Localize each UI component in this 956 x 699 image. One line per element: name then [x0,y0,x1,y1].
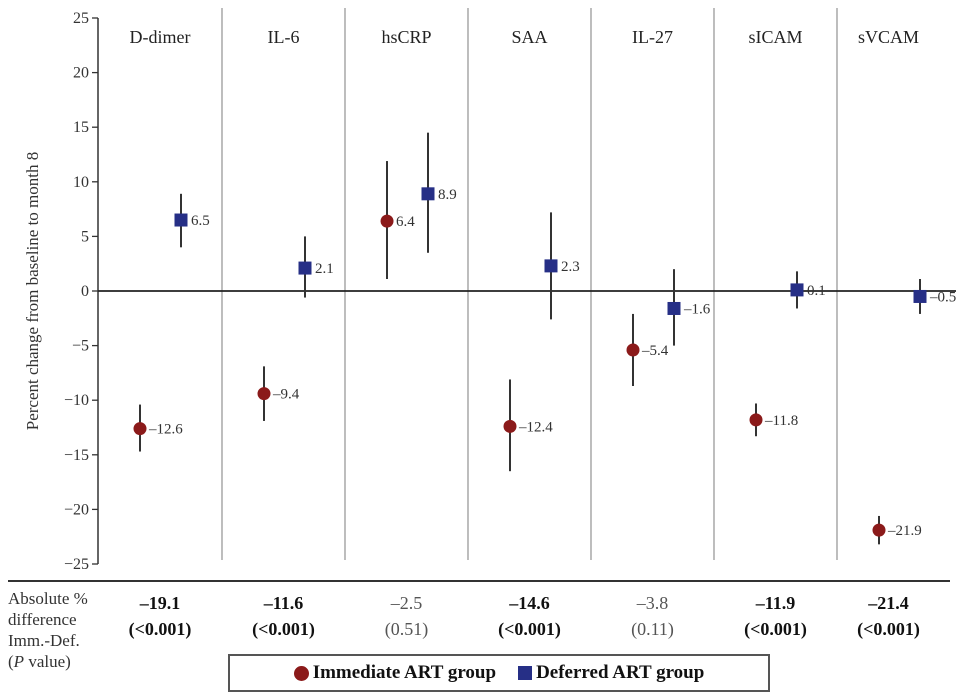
category-label: IL-6 [268,27,300,47]
y-tick-label: 10 [73,174,89,191]
category-label: D-dimer [130,27,191,47]
difference-cell: –11.6 (<0.001) [224,590,344,642]
data-label-immediate: –12.4 [518,419,553,435]
difference-p-value: (<0.001) [498,619,561,639]
difference-value: –14.6 [509,593,550,613]
y-tick-label: −20 [64,501,89,518]
data-label-deferred: 0.1 [807,283,826,299]
label-line-2: difference [8,610,77,629]
y-tick-label: 5 [81,228,89,245]
data-label-deferred: –0.5 [929,289,956,305]
legend-label-deferred: Deferred ART group [536,662,705,683]
y-tick-label: −5 [72,338,89,355]
point-deferred [174,213,188,227]
point-immediate [872,523,886,537]
y-tick-label: −15 [64,447,89,464]
difference-cell: –14.6 (<0.001) [470,590,590,642]
difference-cell: –11.9 (<0.001) [716,590,836,642]
difference-p-value: (<0.001) [744,619,807,639]
data-label-deferred: 2.1 [315,261,334,277]
difference-cell: –3.8 (0.11) [593,590,713,642]
legend-item-immediate: Immediate ART group [293,662,497,684]
point-immediate [626,343,640,357]
point-immediate [257,387,271,401]
difference-row-label: Absolute % difference Imm.-Def. (P value… [8,589,88,671]
y-tick-label: −25 [64,556,89,573]
difference-value: –11.6 [263,593,304,613]
y-axis-label: Percent change from baseline to month 8 [23,152,42,431]
category-label: hsCRP [381,27,431,47]
difference-value: –3.8 [636,593,669,613]
difference-cell: –19.1 (<0.001) [100,590,220,642]
y-tick-label: −10 [64,392,89,409]
y-tick-label: 25 [73,10,89,27]
point-deferred [544,259,558,273]
point-immediate [133,422,147,436]
data-label-immediate: –12.6 [148,422,183,438]
square-marker-icon [518,666,533,680]
y-tick-label: 0 [81,283,89,300]
label-line-3: Imm.-Def. [8,631,80,650]
difference-cell: –2.5 (0.51) [347,590,467,642]
data-label-deferred: 2.3 [561,259,580,275]
data-label-deferred: –1.6 [683,301,711,317]
difference-value: –2.5 [390,593,423,613]
legend-label-immediate: Immediate ART group [312,662,497,683]
label-line-1: Absolute % [8,589,88,608]
point-deferred [913,289,927,303]
point-deferred [298,261,312,275]
point-deferred [790,283,804,297]
data-label-immediate: –11.8 [764,413,798,429]
label-line-4: value [28,652,66,671]
category-label: SAA [511,27,547,47]
point-immediate [749,413,763,427]
point-immediate [503,419,517,433]
category-label: sVCAM [858,27,919,47]
data-label-immediate: –5.4 [641,343,669,359]
data-label-immediate: –21.9 [887,523,922,539]
difference-p-value: (0.11) [631,619,674,639]
difference-p-value: (<0.001) [857,619,920,639]
data-label-immediate: –9.4 [272,387,300,403]
point-immediate [380,214,394,228]
category-label: IL-27 [632,27,673,47]
legend: Immediate ART group Deferred ART group [228,654,770,692]
chart-svg: 25 20 15 10 5 0 −5 −10 −15 −20 −25 Percent change f… [8,8,956,582]
legend-item-deferred: Deferred ART group [518,662,704,684]
category-label: sICAM [748,27,802,47]
difference-p-value: (0.51) [384,619,429,639]
y-tick-label: 20 [73,65,89,82]
difference-value: –21.4 [868,593,909,613]
label-p-italic: P [13,652,25,671]
y-tick-label: 15 [73,119,89,136]
difference-p-value: (<0.001) [128,619,192,639]
difference-value: –19.1 [139,593,181,613]
data-label-immediate: 6.4 [396,214,415,230]
point-deferred [421,187,435,201]
difference-p-value: (<0.001) [252,619,315,639]
data-label-deferred: 8.9 [438,187,457,203]
point-deferred [667,301,681,315]
difference-cell: –21.4 (<0.001) [829,590,949,642]
data-label-deferred: 6.5 [191,213,210,229]
difference-value: –11.9 [755,593,796,613]
circle-marker-icon [293,665,309,681]
